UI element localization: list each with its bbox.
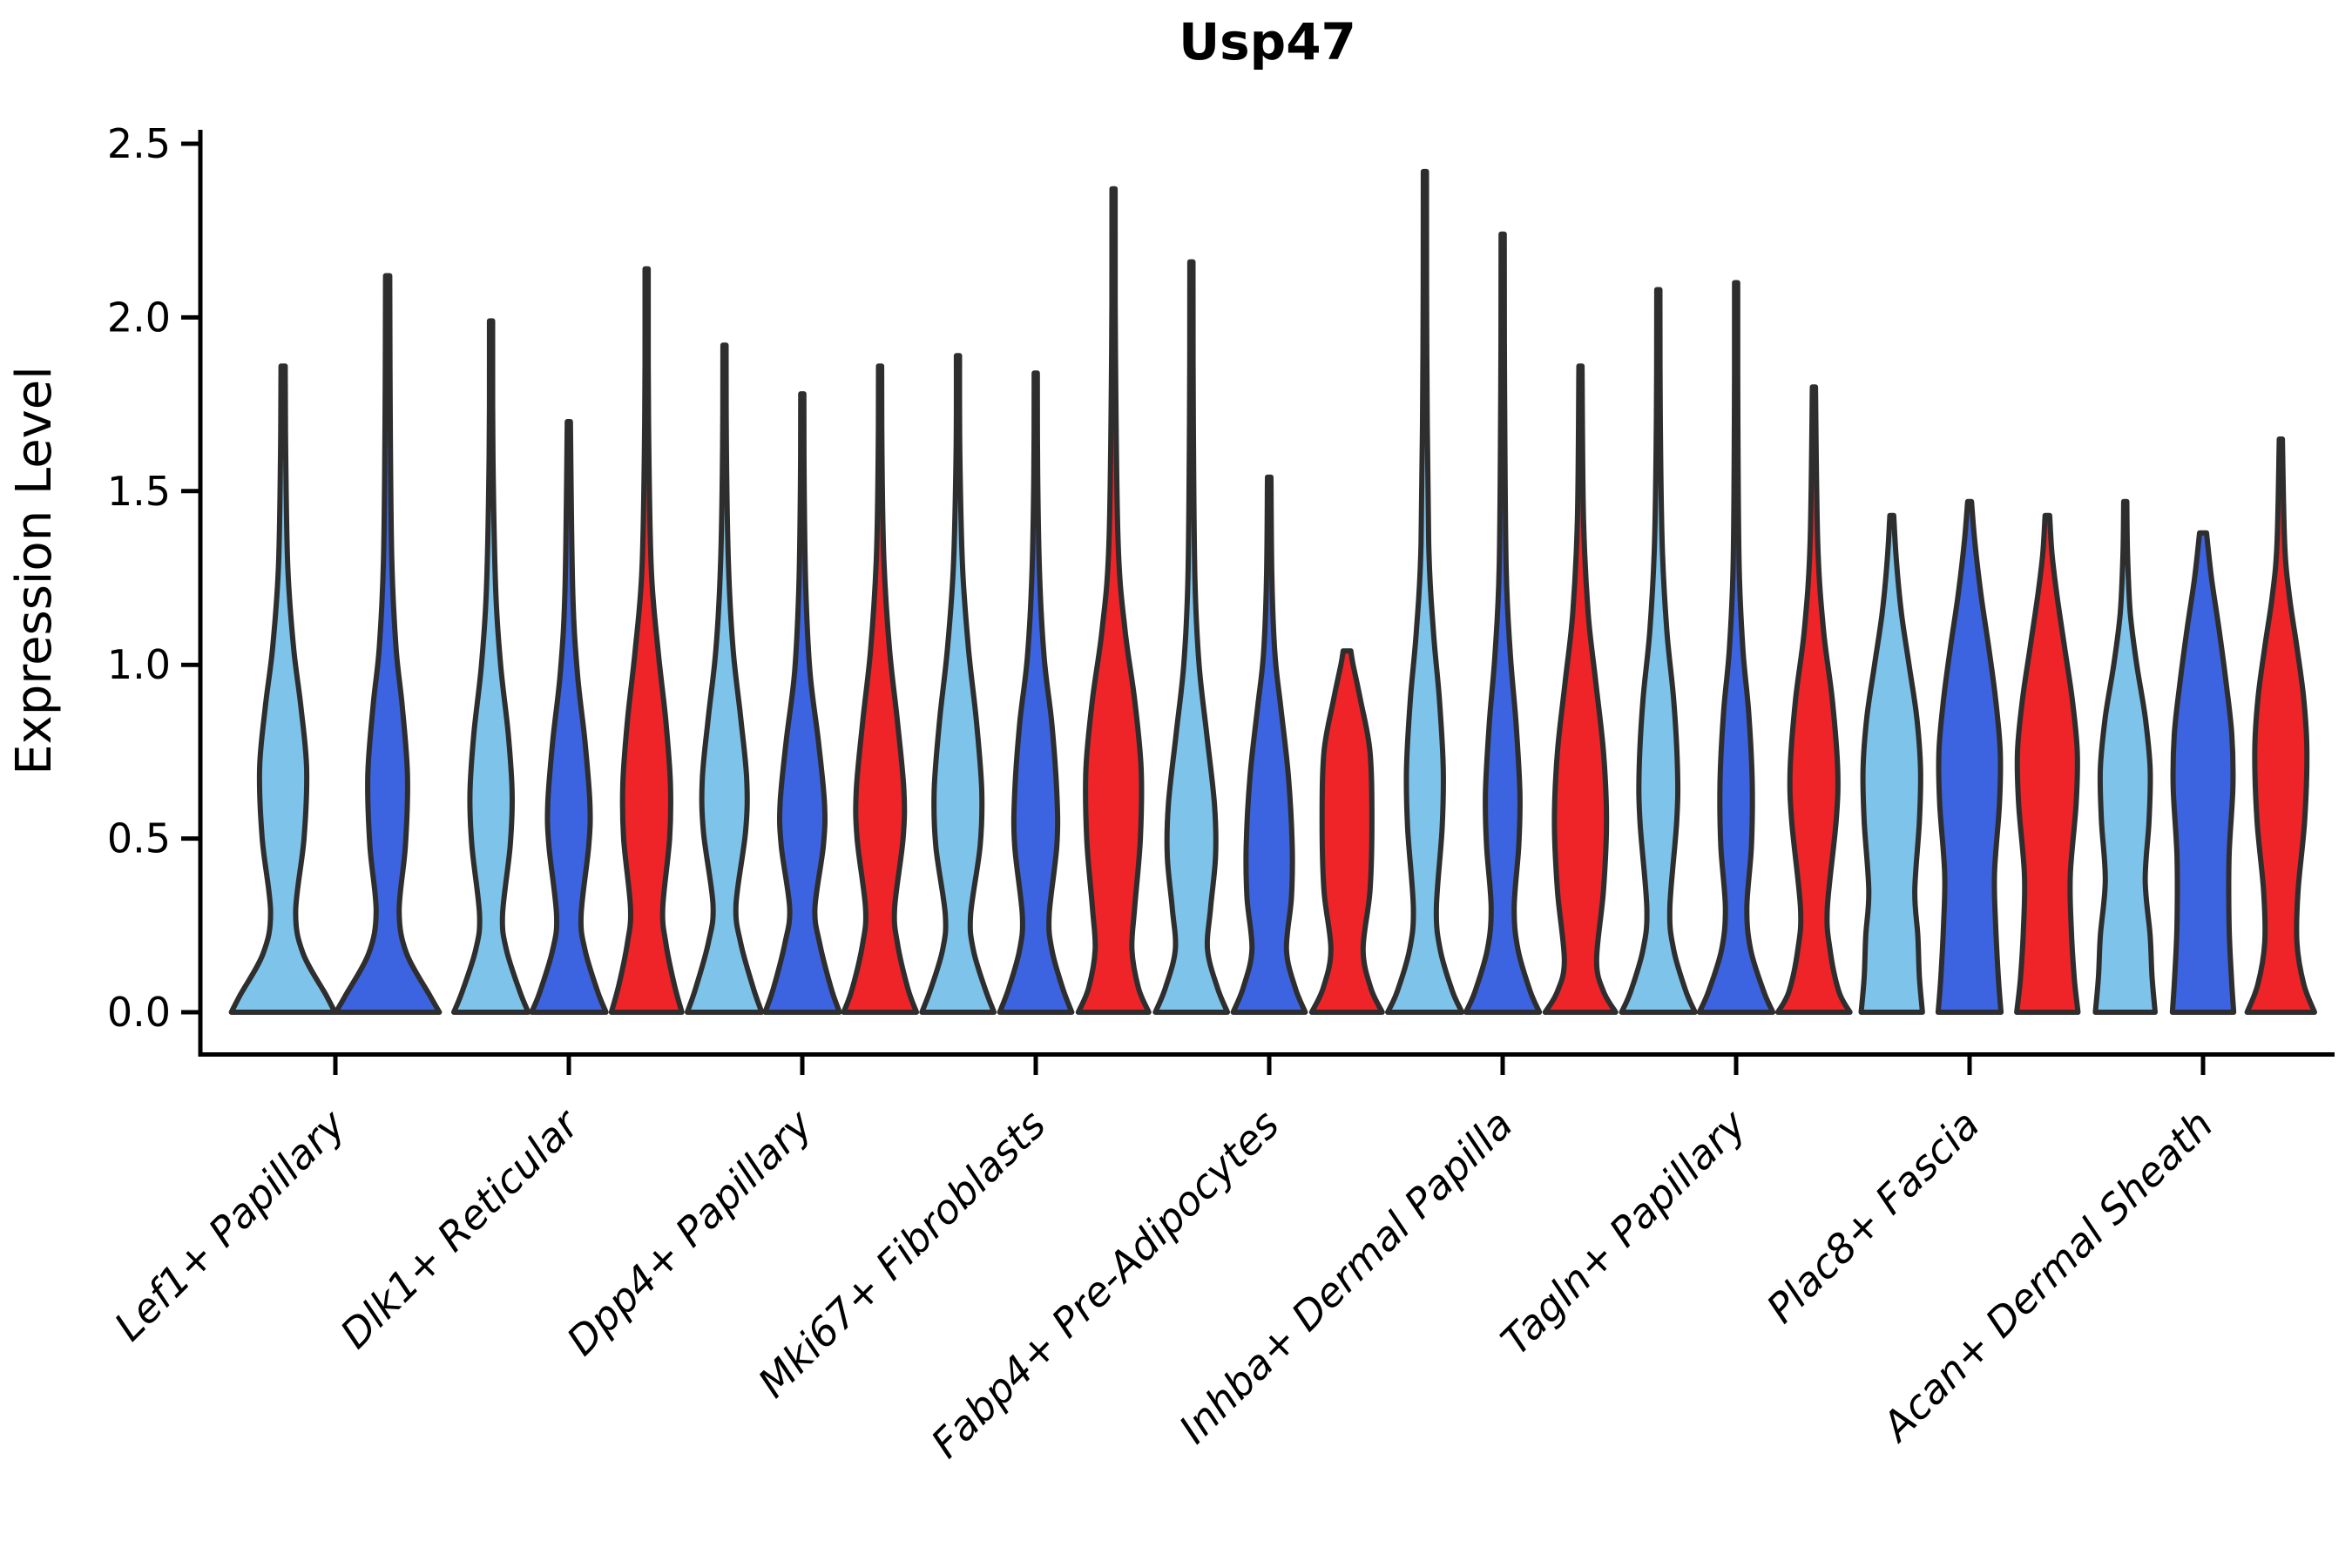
x-tick-label: Dpp4+ Papillary [558,1100,821,1364]
y-tick-label: 1.5 [107,468,171,515]
violin-sky-blue-5 [1152,259,1231,1015]
violin-group [228,168,2317,1015]
violin-sky-blue-2 [451,318,531,1015]
violin-red-7 [1774,384,1853,1015]
violin-royal-blue-7 [1696,280,1776,1015]
violin-red-5 [1308,648,1385,1015]
y-axis-ticks: 0.0 0.5 1.0 1.5 2.0 2.5 [107,120,199,1036]
violin-royal-blue-9 [2169,530,2237,1015]
violin-sky-blue-7 [1619,287,1698,1015]
violin-red-3 [841,363,920,1015]
x-tick-label: Dlk1+ Reticular [331,1098,590,1357]
violin-red-8 [2014,512,2081,1015]
violin-royal-blue-6 [1463,231,1543,1015]
violin-sky-blue-6 [1385,168,1465,1015]
violin-red-2 [608,266,685,1015]
y-tick-label: 0.0 [107,989,171,1036]
violin-sky-blue-9 [2092,498,2158,1015]
violin-red-4 [1075,186,1152,1015]
x-tick-label: Tagln+ Papillary [1491,1100,1755,1364]
violin-royal-blue-3 [762,391,842,1015]
violin-royal-blue-1 [333,273,443,1015]
y-tick-label: 0.5 [107,815,171,862]
violin-red-9 [2244,436,2317,1015]
violin-sky-blue-1 [228,363,338,1015]
y-tick-label: 2.5 [107,120,171,167]
x-tick-label: Lef1+ Papillary [105,1100,355,1349]
plot-title: Usp47 [1179,12,1356,71]
violin-royal-blue-4 [997,370,1075,1015]
y-axis-label: Expression Level [6,366,63,775]
violin-royal-blue-2 [529,419,609,1015]
violin-sky-blue-3 [685,342,765,1015]
y-tick-label: 1.0 [107,641,171,688]
y-tick-label: 2.0 [107,294,171,341]
x-tick-label: Plac8+ Fascia [1757,1101,1988,1332]
violin-sky-blue-4 [919,353,997,1015]
violin-royal-blue-8 [1935,498,2004,1015]
violin-sky-blue-8 [1858,512,1925,1015]
violin-royal-blue-5 [1230,474,1308,1015]
violin-red-6 [1542,363,1619,1015]
